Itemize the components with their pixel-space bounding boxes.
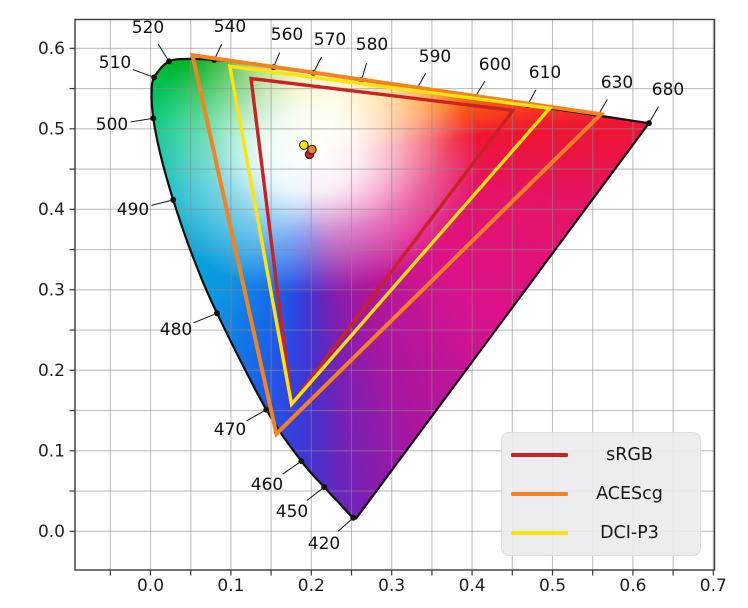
legend-label-srgb: sRGB bbox=[606, 444, 653, 465]
gamut-triangle-acescg bbox=[189, 52, 606, 438]
wavelength-dot-470 bbox=[263, 406, 270, 413]
x-tick-label: 0.4 bbox=[459, 576, 486, 596]
x-tick-label: 0.6 bbox=[619, 576, 646, 596]
x-tick-label: 0.3 bbox=[378, 576, 405, 596]
wavelength-dot-490 bbox=[170, 196, 177, 203]
wavelength-label-600: 600 bbox=[479, 55, 511, 75]
x-tick-label: 0.0 bbox=[137, 576, 164, 596]
wavelength-callout-540 bbox=[215, 43, 223, 58]
y-tick-label: 0.0 bbox=[38, 522, 65, 542]
gamut-triangle-srgb bbox=[249, 76, 517, 409]
x-tick-label: 0.7 bbox=[700, 576, 727, 596]
legend-swatch-acescg bbox=[511, 491, 568, 496]
wavelength-label-470: 470 bbox=[214, 420, 246, 440]
wavelength-label-610: 610 bbox=[529, 63, 561, 83]
y-tick-label: 0.5 bbox=[38, 119, 65, 139]
wavelength-dot-680 bbox=[645, 120, 652, 127]
legend-swatch-dcip3 bbox=[511, 531, 568, 536]
wavelength-callout-460 bbox=[282, 462, 300, 475]
whitepoint-dot-dci-p3 bbox=[299, 140, 309, 150]
y-tick-label: 0.6 bbox=[38, 39, 65, 59]
wavelength-label-680: 680 bbox=[652, 80, 684, 100]
wavelength-label-580: 580 bbox=[356, 35, 388, 55]
wavelength-callout-520 bbox=[157, 43, 168, 60]
wavelength-dot-510 bbox=[151, 74, 158, 81]
wavelength-callout-420 bbox=[337, 519, 352, 532]
x-tick-label: 0.1 bbox=[217, 576, 244, 596]
wavelength-label-570: 570 bbox=[314, 30, 346, 50]
wavelength-callout-560 bbox=[274, 52, 281, 65]
wavelength-callout-470 bbox=[246, 410, 264, 422]
wavelength-label-590: 590 bbox=[419, 47, 451, 67]
legend-item-dcip3: DCI-P3 bbox=[511, 514, 691, 553]
legend-swatch-srgb bbox=[511, 452, 568, 457]
legend: sRGB ACEScg DCI-P3 bbox=[501, 432, 701, 556]
wavelength-callout-570 bbox=[314, 56, 322, 71]
wavelength-label-480: 480 bbox=[160, 320, 192, 340]
legend-item-srgb: sRGB bbox=[511, 435, 691, 474]
x-tick-label: 0.2 bbox=[298, 576, 325, 596]
wavelength-label-560: 560 bbox=[271, 25, 303, 45]
wavelength-dot-500 bbox=[150, 115, 157, 122]
wavelength-label-460: 460 bbox=[251, 475, 283, 495]
y-tick-label: 0.2 bbox=[38, 361, 65, 381]
wavelength-label-540: 540 bbox=[214, 17, 246, 37]
wavelength-label-450: 450 bbox=[276, 502, 308, 522]
wavelength-callout-680 bbox=[649, 106, 659, 121]
wavelength-callout-600 bbox=[476, 80, 486, 95]
gamut-triangle-dci-p3 bbox=[227, 64, 553, 408]
legend-item-acescg: ACEScg bbox=[511, 474, 691, 513]
wavelength-dot-480 bbox=[214, 310, 221, 317]
wavelength-callout-590 bbox=[418, 73, 427, 87]
wavelength-label-500: 500 bbox=[96, 115, 128, 135]
wavelength-callout-500 bbox=[130, 118, 151, 123]
plot-spines bbox=[74, 18, 716, 571]
wavelength-callout-510 bbox=[132, 69, 152, 77]
wavelength-dot-450 bbox=[321, 484, 328, 491]
legend-label-acescg: ACEScg bbox=[596, 483, 663, 504]
wavelength-label-520: 520 bbox=[132, 18, 164, 38]
wavelength-label-490: 490 bbox=[117, 200, 149, 220]
wavelength-callout-580 bbox=[361, 63, 367, 78]
y-tick-label: 0.4 bbox=[38, 200, 65, 220]
wavelength-callout-610 bbox=[528, 89, 537, 103]
wavelength-label-420: 420 bbox=[308, 534, 340, 554]
wavelength-callout-630 bbox=[599, 99, 608, 114]
y-tick-label: 0.3 bbox=[38, 280, 65, 300]
wavelength-label-510: 510 bbox=[99, 53, 131, 73]
wavelength-callout-450 bbox=[306, 488, 323, 501]
wavelength-dot-420 bbox=[350, 514, 357, 521]
wavelength-callout-480 bbox=[193, 313, 215, 324]
wavelength-dot-520 bbox=[166, 58, 173, 65]
whitepoint-dot-acescg bbox=[307, 144, 317, 155]
y-tick-label: 0.1 bbox=[38, 441, 65, 461]
wavelength-dot-460 bbox=[298, 458, 305, 465]
wavelength-callout-490 bbox=[151, 200, 171, 206]
wavelength-label-630: 630 bbox=[601, 73, 633, 93]
x-tick-label: 0.5 bbox=[539, 576, 566, 596]
legend-label-dcip3: DCI-P3 bbox=[600, 523, 659, 544]
